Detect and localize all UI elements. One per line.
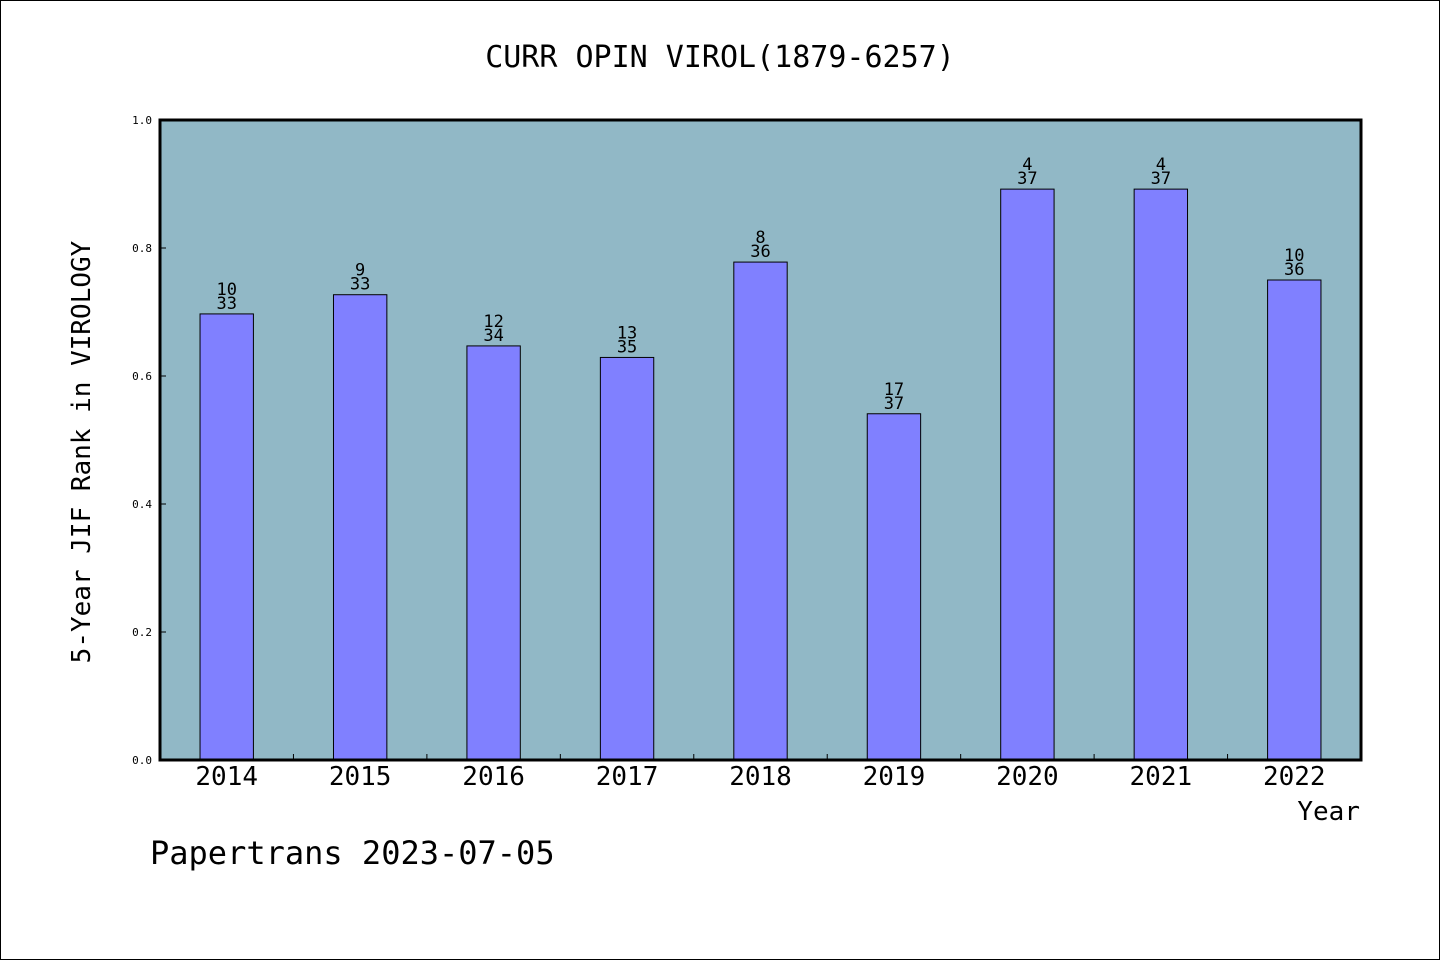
x-tick-label: 2022 <box>1263 762 1326 792</box>
x-tick-label: 2014 <box>195 762 258 792</box>
bar-total-label: 36 <box>750 242 770 262</box>
bar-2014 <box>199 313 254 761</box>
x-tick-label: 2017 <box>596 762 659 792</box>
bar-2019 <box>866 413 922 761</box>
bar-total-label: 37 <box>1151 169 1171 189</box>
bar-total-label: 35 <box>617 337 637 357</box>
bar-2015 <box>332 294 388 761</box>
bar-2022 <box>1267 279 1322 761</box>
bar-total-label: 33 <box>350 275 370 295</box>
bar-total-label: 36 <box>1284 260 1304 280</box>
bar-rank-label: 10 <box>1284 246 1304 266</box>
bar-2018 <box>733 261 788 761</box>
x-tick-label: 2015 <box>329 762 392 792</box>
bar-rank-label: 4 <box>1022 155 1032 175</box>
bar-rank-label: 12 <box>483 312 503 332</box>
plot-border <box>158 118 1363 762</box>
x-tick-label: 2018 <box>729 762 792 792</box>
y-tick-label: 0.4 <box>132 498 152 511</box>
y-tick-label: 0.6 <box>132 370 152 383</box>
bar-rank-label: 13 <box>617 323 637 343</box>
x-tick-label: 2016 <box>462 762 525 792</box>
bar-total-label: 37 <box>1017 169 1037 189</box>
bar-total-label: 37 <box>884 394 904 414</box>
x-axis: 2014 2015 2016 2017 2018 2019 2020 2021 2022 <box>195 754 1326 792</box>
bar-total-label: 33 <box>216 294 236 314</box>
footer-credit: Papertrans 2023-07-05 <box>150 834 555 872</box>
bar-2017 <box>599 356 655 761</box>
y-axis: 0.0 0.2 0.4 0.6 0.8 1.0 <box>132 114 166 767</box>
bars-group <box>199 188 1322 761</box>
bar-rank-label: 17 <box>884 380 904 400</box>
bar-rank-label: 8 <box>755 228 765 248</box>
y-tick-label: 0.8 <box>132 242 152 255</box>
x-tick-label: 2021 <box>1130 762 1193 792</box>
bar-total-label: 34 <box>483 326 503 346</box>
y-tick-label: 0.2 <box>132 626 152 639</box>
x-tick-label: 2019 <box>863 762 926 792</box>
chart-title: CURR OPIN VIROL(1879-6257) <box>485 40 955 75</box>
y-axis-label: 5-Year JIF Rank in VIROLOGY <box>67 240 97 663</box>
x-axis-label: Year <box>1297 797 1360 827</box>
bar-rank-label: 4 <box>1156 155 1166 175</box>
y-tick-label: 0.0 <box>132 754 152 767</box>
y-tick-label: 1.0 <box>132 114 152 127</box>
bar-2020 <box>1000 188 1055 761</box>
bar-rank-label: 9 <box>355 261 365 281</box>
bar-2021 <box>1133 188 1189 761</box>
bar-2016 <box>466 345 521 761</box>
x-tick-label: 2020 <box>996 762 1059 792</box>
bar-rank-label: 10 <box>216 280 236 300</box>
